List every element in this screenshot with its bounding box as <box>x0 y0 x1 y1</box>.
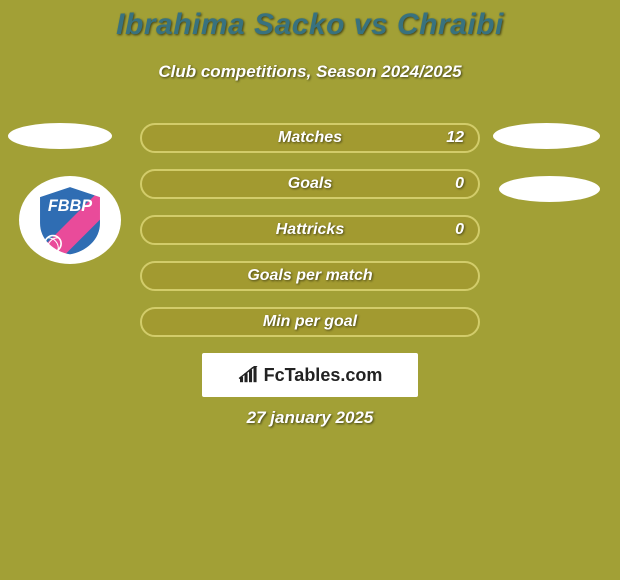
bar-chart-icon <box>238 366 260 384</box>
club-logo: FBBP <box>19 176 121 264</box>
stat-label: Goals <box>288 175 332 193</box>
player-right-ellipse-2 <box>499 176 600 202</box>
stat-value: 0 <box>455 221 464 239</box>
stat-bar-goals-per-match: Goals per match <box>140 261 480 291</box>
page-subtitle: Club competitions, Season 2024/2025 <box>0 62 620 82</box>
stat-label: Min per goal <box>263 313 357 331</box>
stat-label: Goals per match <box>247 267 372 285</box>
brand-text: FcTables.com <box>264 365 383 386</box>
stat-label: Hattricks <box>276 221 344 239</box>
date-text: 27 january 2025 <box>0 408 620 428</box>
club-logo-text: FBBP <box>48 197 92 215</box>
stat-value: 12 <box>446 129 464 147</box>
player-right-ellipse-1 <box>493 123 600 149</box>
player-left-ellipse <box>8 123 112 149</box>
comparison-card: Ibrahima Sacko vs Chraibi Club competiti… <box>0 0 620 580</box>
stat-bar-goals: Goals 0 <box>140 169 480 199</box>
stat-bars: Matches 12 Goals 0 Hattricks 0 Goals per… <box>140 123 480 353</box>
stat-bar-matches: Matches 12 <box>140 123 480 153</box>
stat-value: 0 <box>455 175 464 193</box>
stat-bar-min-per-goal: Min per goal <box>140 307 480 337</box>
brand-badge: FcTables.com <box>202 353 418 397</box>
stat-bar-hattricks: Hattricks 0 <box>140 215 480 245</box>
stat-label: Matches <box>278 129 342 147</box>
club-shield-icon: FBBP <box>33 183 107 257</box>
page-title: Ibrahima Sacko vs Chraibi <box>0 8 620 42</box>
